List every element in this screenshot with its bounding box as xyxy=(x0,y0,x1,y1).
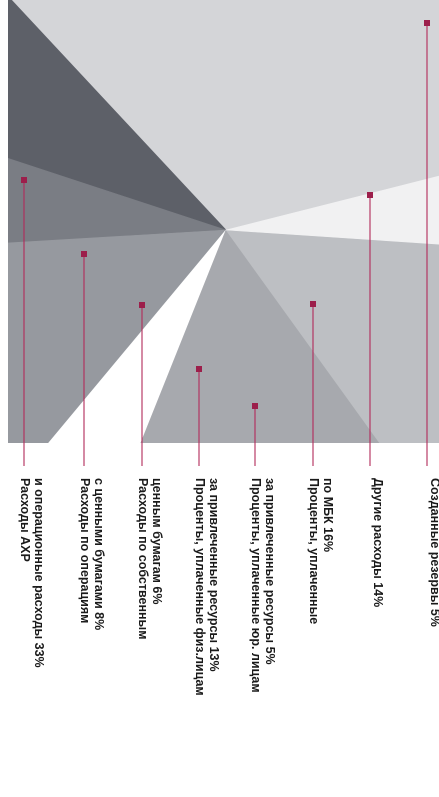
marker-2 xyxy=(81,251,87,257)
slice-label-8: Созданные резервы 5% xyxy=(428,478,439,627)
slice-label-2: Расходы по операциямс ценными бумагами 8… xyxy=(78,478,106,630)
pie-slice-6 xyxy=(140,229,380,443)
slice-label-line: и операционные расходы 33% xyxy=(32,478,46,668)
slice-label-6: Проценты, уплаченныепо МБК 16% xyxy=(307,478,335,624)
marker-7 xyxy=(367,192,373,198)
slice-label-line: Другие расходы 14% xyxy=(371,478,385,607)
slice-label-line: Расходы АХР xyxy=(18,478,32,562)
slice-annotations: Расходы АХРи операционные расходы 33% Рас… xyxy=(18,20,439,696)
slice-label-line: с ценными бумагами 8% xyxy=(92,478,106,630)
slice-label-3: Расходы по собственнымценным бумагам 6% xyxy=(136,478,164,639)
marker-3 xyxy=(139,302,145,308)
pie-slice-7 xyxy=(225,229,439,443)
pie-slice-2 xyxy=(8,0,227,231)
slice-label-line: ценным бумагам 6% xyxy=(150,478,164,604)
pie-slice-4 xyxy=(8,229,227,443)
marker-1 xyxy=(21,177,27,183)
slice-label-line: Проценты, уплаченные xyxy=(307,478,321,624)
pie-slices xyxy=(8,0,439,443)
marker-5 xyxy=(252,403,258,409)
slice-label-line: Расходы по операциям xyxy=(78,478,92,623)
pie-slice-5 xyxy=(48,229,227,443)
pie-slice-3 xyxy=(8,158,227,244)
pie-slice-8 xyxy=(225,175,439,245)
marker-4 xyxy=(196,366,202,372)
slice-label-7: Другие расходы 14% xyxy=(371,478,385,607)
slice-label-line: за привлеченные ресурсы 13% xyxy=(207,478,221,672)
slice-label-line: за привлеченные ресурсы 5% xyxy=(263,478,277,665)
slice-label-4: Проценты, уплаченные физ.лицамза привлеч… xyxy=(193,478,221,696)
slice-label-line: Проценты, уплаченные юр. лицам xyxy=(249,478,263,693)
pie-slice-1 xyxy=(11,0,439,231)
slice-label-line: Расходы по собственным xyxy=(136,478,150,639)
marker-6 xyxy=(310,301,316,307)
slice-label-line: Проценты, уплаченные физ.лицам xyxy=(193,478,207,696)
slice-label-line: Созданные резервы 5% xyxy=(428,478,439,627)
slice-label-line: по МБК 16% xyxy=(321,478,335,552)
marker-8 xyxy=(424,20,430,26)
slice-label-1: Расходы АХРи операционные расходы 33% xyxy=(18,478,46,668)
slice-label-5: Проценты, уплаченные юр. лицамза привлеч… xyxy=(249,478,277,693)
